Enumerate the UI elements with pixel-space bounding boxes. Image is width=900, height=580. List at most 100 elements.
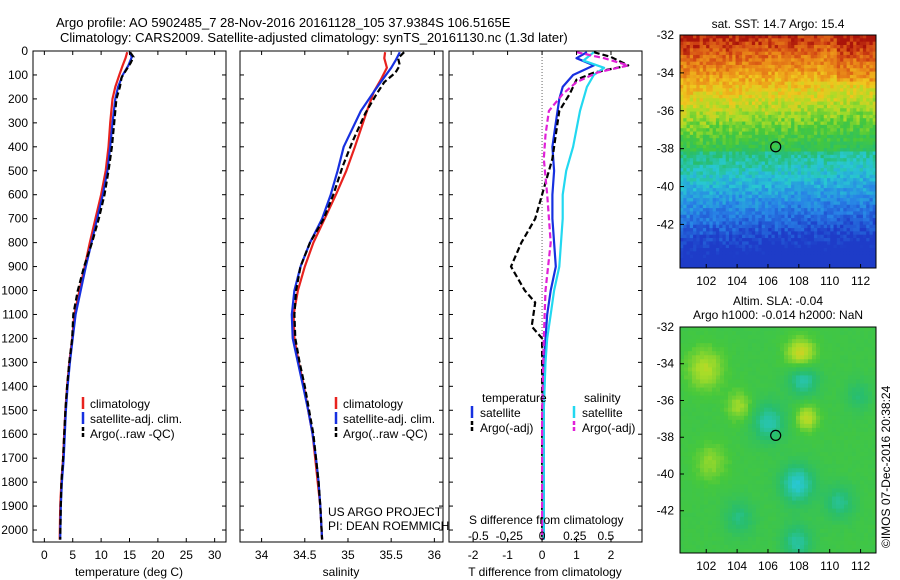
map-cell	[699, 101, 704, 106]
map-cell	[738, 178, 743, 182]
map-cell	[797, 111, 802, 116]
map-cell	[720, 339, 725, 344]
map-cell	[853, 118, 857, 122]
map-cell	[840, 343, 845, 348]
map-cell	[800, 359, 805, 364]
map-cell	[683, 254, 687, 259]
map-cell	[768, 327, 773, 332]
map-cell	[699, 131, 704, 136]
map-cell	[827, 214, 831, 219]
map-cell	[758, 114, 763, 119]
map-cell	[732, 41, 736, 46]
map-cell	[702, 218, 707, 222]
map-cell	[761, 221, 766, 226]
map-cell	[781, 238, 785, 242]
map-cell	[820, 238, 825, 242]
map-cell	[745, 194, 749, 199]
map-cell	[856, 258, 861, 262]
map-cell	[742, 91, 746, 96]
map-cell	[764, 188, 769, 192]
map-cell	[768, 188, 772, 192]
map-cell	[813, 101, 818, 106]
map-cell	[702, 258, 707, 262]
map-cell	[849, 68, 854, 73]
map-cell	[680, 94, 684, 99]
map-cell	[778, 154, 782, 159]
map-cell	[804, 148, 808, 152]
map-cell	[862, 144, 867, 149]
map-cell	[745, 91, 749, 96]
map-cell	[800, 178, 805, 182]
map-cell	[804, 343, 809, 348]
map-cell	[810, 171, 815, 176]
map-cell	[686, 158, 691, 162]
map-cell	[725, 61, 730, 66]
map-cell	[771, 134, 776, 139]
map-cell	[751, 48, 756, 53]
map-cell	[817, 198, 821, 202]
map-cell	[716, 351, 721, 356]
map-cell	[696, 154, 700, 159]
map-cell	[719, 108, 723, 112]
map-cell	[817, 161, 821, 166]
map-cell	[820, 181, 825, 186]
map-cell	[729, 84, 733, 89]
map-cell	[752, 355, 757, 360]
map-cell	[764, 221, 769, 226]
map-cell	[725, 128, 730, 132]
map-cell	[810, 204, 815, 209]
map-cell	[807, 208, 812, 212]
map-cell	[800, 138, 805, 142]
map-cell	[856, 35, 861, 39]
map-cell	[693, 84, 697, 89]
map-cell	[797, 134, 802, 139]
map-cell	[719, 234, 723, 239]
map-cell	[862, 138, 867, 142]
map-cell	[820, 68, 825, 73]
map-cell	[689, 184, 694, 189]
map-cell	[761, 188, 766, 192]
map-cell	[706, 41, 710, 46]
map-cell	[823, 84, 828, 89]
map-cell	[820, 108, 825, 112]
map-cell	[804, 244, 808, 249]
map-cell	[830, 64, 834, 69]
map-cell	[774, 118, 779, 122]
map-cell	[689, 218, 694, 222]
map-cell	[758, 201, 763, 206]
map-cell	[836, 191, 841, 196]
map-cell	[751, 128, 756, 132]
map-cell	[742, 54, 746, 59]
map-cell	[696, 141, 700, 146]
map-cell	[846, 38, 851, 43]
map-cell	[709, 164, 714, 169]
map-cell	[735, 224, 740, 229]
map-cell	[853, 261, 857, 266]
map-cell	[689, 248, 694, 252]
map-cell	[830, 228, 834, 232]
map-cell	[787, 48, 792, 53]
map-cell	[872, 64, 877, 69]
map-cell	[771, 94, 776, 99]
map-cell	[722, 68, 727, 73]
map-cell	[776, 339, 781, 344]
map-cell	[758, 191, 763, 196]
difference-axes-frame	[448, 50, 643, 543]
map-cell	[709, 104, 714, 109]
map-cell	[862, 101, 867, 106]
map-cell	[708, 355, 713, 360]
map-cell	[791, 114, 795, 119]
map-cell	[693, 88, 697, 92]
y-tick-label: 600	[8, 188, 28, 202]
map-cell	[791, 264, 795, 269]
map-cell	[768, 194, 772, 199]
map-cell	[869, 164, 874, 169]
map-cell	[784, 343, 789, 348]
map-cell	[729, 154, 733, 159]
map-cell	[817, 204, 821, 209]
map-cell	[813, 168, 818, 172]
map-cell	[706, 231, 710, 236]
map-cell	[787, 78, 792, 82]
map-cell	[836, 158, 841, 162]
map-cell	[738, 214, 743, 219]
